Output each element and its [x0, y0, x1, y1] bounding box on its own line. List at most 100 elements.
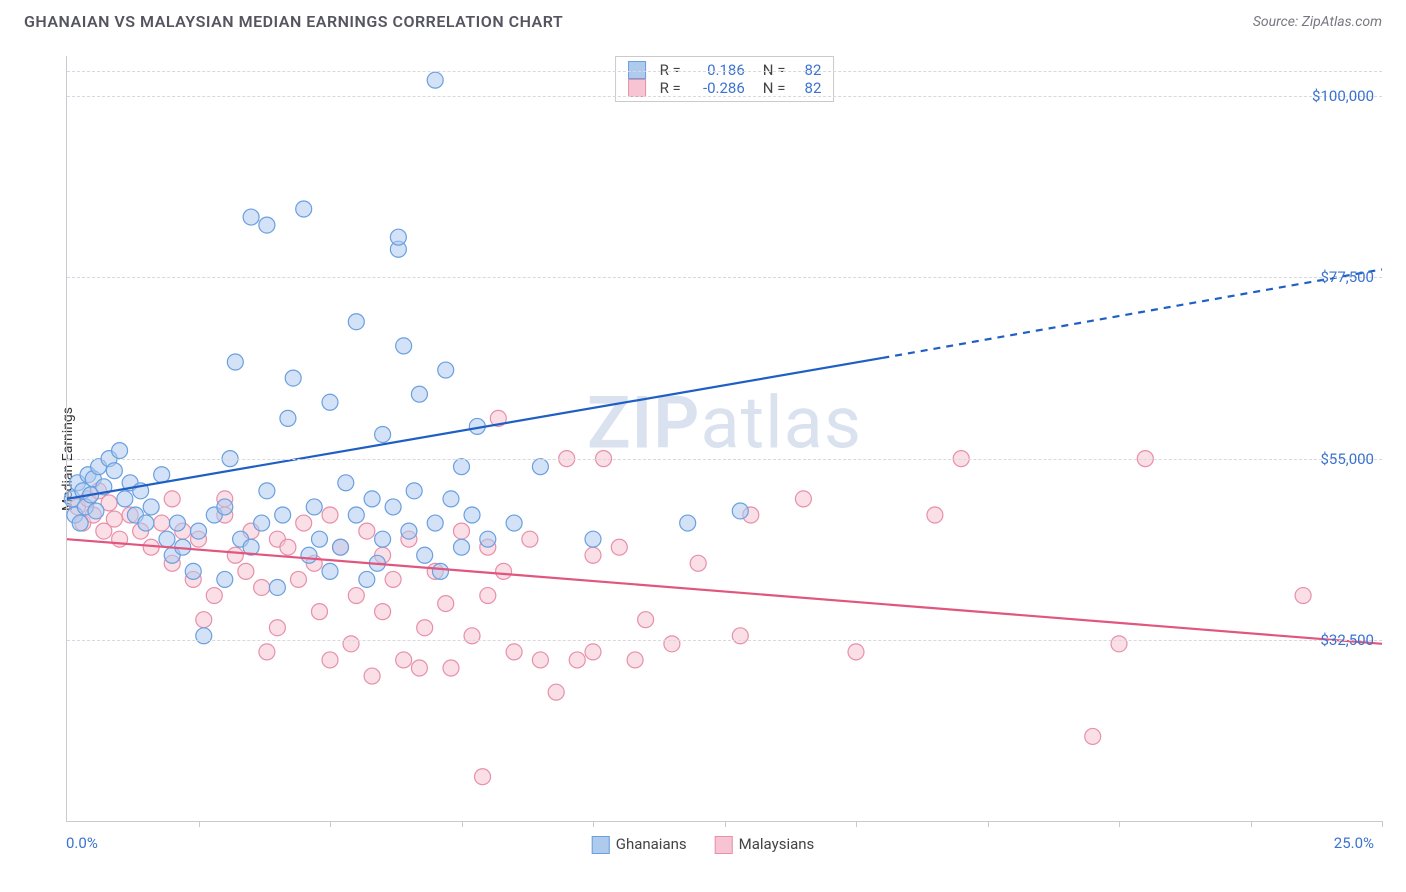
- data-point: [611, 539, 627, 555]
- data-point: [154, 515, 170, 531]
- data-point: [532, 652, 548, 668]
- data-point: [1295, 588, 1311, 604]
- data-point: [185, 563, 201, 579]
- data-point: [311, 604, 327, 620]
- n-label: N =: [763, 79, 786, 97]
- data-point: [443, 660, 459, 676]
- x-tick-mark: [988, 821, 989, 827]
- data-point: [311, 531, 327, 547]
- data-point: [496, 563, 512, 579]
- correlation-row: R = -0.286 N = 82: [628, 79, 822, 97]
- x-tick-mark: [1119, 821, 1120, 827]
- data-point: [280, 539, 296, 555]
- plot-region: ZIPatlas R =0.186N =82R =-0.286N =82 $32…: [66, 56, 1382, 822]
- data-point: [117, 491, 133, 507]
- x-axis-min-label: 0.0%: [66, 834, 98, 852]
- data-point: [627, 652, 643, 668]
- data-point: [196, 612, 212, 628]
- legend-item: Malaysians: [715, 835, 815, 854]
- legend-swatch: [715, 836, 733, 854]
- data-point: [411, 660, 427, 676]
- data-point: [401, 523, 417, 539]
- data-point: [338, 475, 354, 491]
- data-point: [427, 72, 443, 88]
- data-point: [88, 503, 104, 519]
- legend-label: Ghanaians: [616, 835, 687, 853]
- data-point: [464, 507, 480, 523]
- data-point: [585, 531, 601, 547]
- data-point: [106, 463, 122, 479]
- data-point: [191, 523, 207, 539]
- data-point: [396, 338, 412, 354]
- data-point: [427, 515, 443, 531]
- gridline-h: [67, 71, 1382, 72]
- n-label: N =: [763, 61, 786, 79]
- chart-header: GHANAIAN VS MALAYSIAN MEDIAN EARNINGS CO…: [0, 0, 1406, 39]
- data-point: [680, 515, 696, 531]
- data-point: [280, 410, 296, 426]
- data-point: [159, 531, 175, 547]
- scatter-svg: [67, 56, 1382, 821]
- data-point: [417, 547, 433, 563]
- data-point: [259, 644, 275, 660]
- x-tick-mark: [856, 821, 857, 827]
- r-value: -0.286: [689, 79, 745, 97]
- data-point: [375, 604, 391, 620]
- data-point: [227, 354, 243, 370]
- data-point: [506, 644, 522, 660]
- data-point: [522, 531, 538, 547]
- data-point: [112, 443, 128, 459]
- data-point: [585, 547, 601, 563]
- x-tick-mark: [199, 821, 200, 827]
- gridline-h: [67, 96, 1382, 97]
- data-point: [285, 370, 301, 386]
- data-point: [275, 507, 291, 523]
- correlation-row: R =0.186N =82: [628, 61, 822, 79]
- data-point: [454, 539, 470, 555]
- correlation-legend: R =0.186N =82R = -0.286 N = 82: [615, 56, 835, 102]
- data-point: [243, 209, 259, 225]
- data-point: [927, 507, 943, 523]
- data-point: [375, 426, 391, 442]
- data-point: [238, 563, 254, 579]
- chart-source: Source: ZipAtlas.com: [1253, 14, 1382, 30]
- data-point: [364, 668, 380, 684]
- data-point: [848, 644, 864, 660]
- data-point: [1085, 728, 1101, 744]
- data-point: [532, 459, 548, 475]
- data-point: [348, 314, 364, 330]
- x-tick-mark: [593, 821, 594, 827]
- n-value: 82: [793, 79, 821, 97]
- x-axis-max-label: 25.0%: [1334, 834, 1374, 852]
- data-point: [322, 507, 338, 523]
- data-point: [269, 579, 285, 595]
- data-point: [475, 769, 491, 785]
- data-point: [432, 563, 448, 579]
- data-point: [254, 579, 270, 595]
- data-point: [569, 652, 585, 668]
- legend-swatch: [628, 61, 646, 79]
- data-point: [795, 491, 811, 507]
- data-point: [217, 499, 233, 515]
- x-tick-mark: [330, 821, 331, 827]
- data-point: [396, 652, 412, 668]
- data-point: [548, 684, 564, 700]
- data-point: [585, 644, 601, 660]
- y-tick-label: $55,000: [1320, 450, 1374, 468]
- data-point: [464, 628, 480, 644]
- data-point: [359, 571, 375, 587]
- legend-swatch: [628, 79, 646, 97]
- legend-swatch: [592, 836, 610, 854]
- data-point: [143, 499, 159, 515]
- r-label: R =: [660, 79, 681, 97]
- data-point: [259, 483, 275, 499]
- data-point: [375, 531, 391, 547]
- gridline-h: [67, 640, 1382, 641]
- data-point: [322, 652, 338, 668]
- data-point: [438, 362, 454, 378]
- chart-title: GHANAIAN VS MALAYSIAN MEDIAN EARNINGS CO…: [24, 12, 563, 31]
- series-legend: Ghanaians Malaysians: [592, 835, 815, 854]
- data-point: [385, 571, 401, 587]
- data-point: [269, 620, 285, 636]
- x-tick-mark: [1382, 821, 1383, 827]
